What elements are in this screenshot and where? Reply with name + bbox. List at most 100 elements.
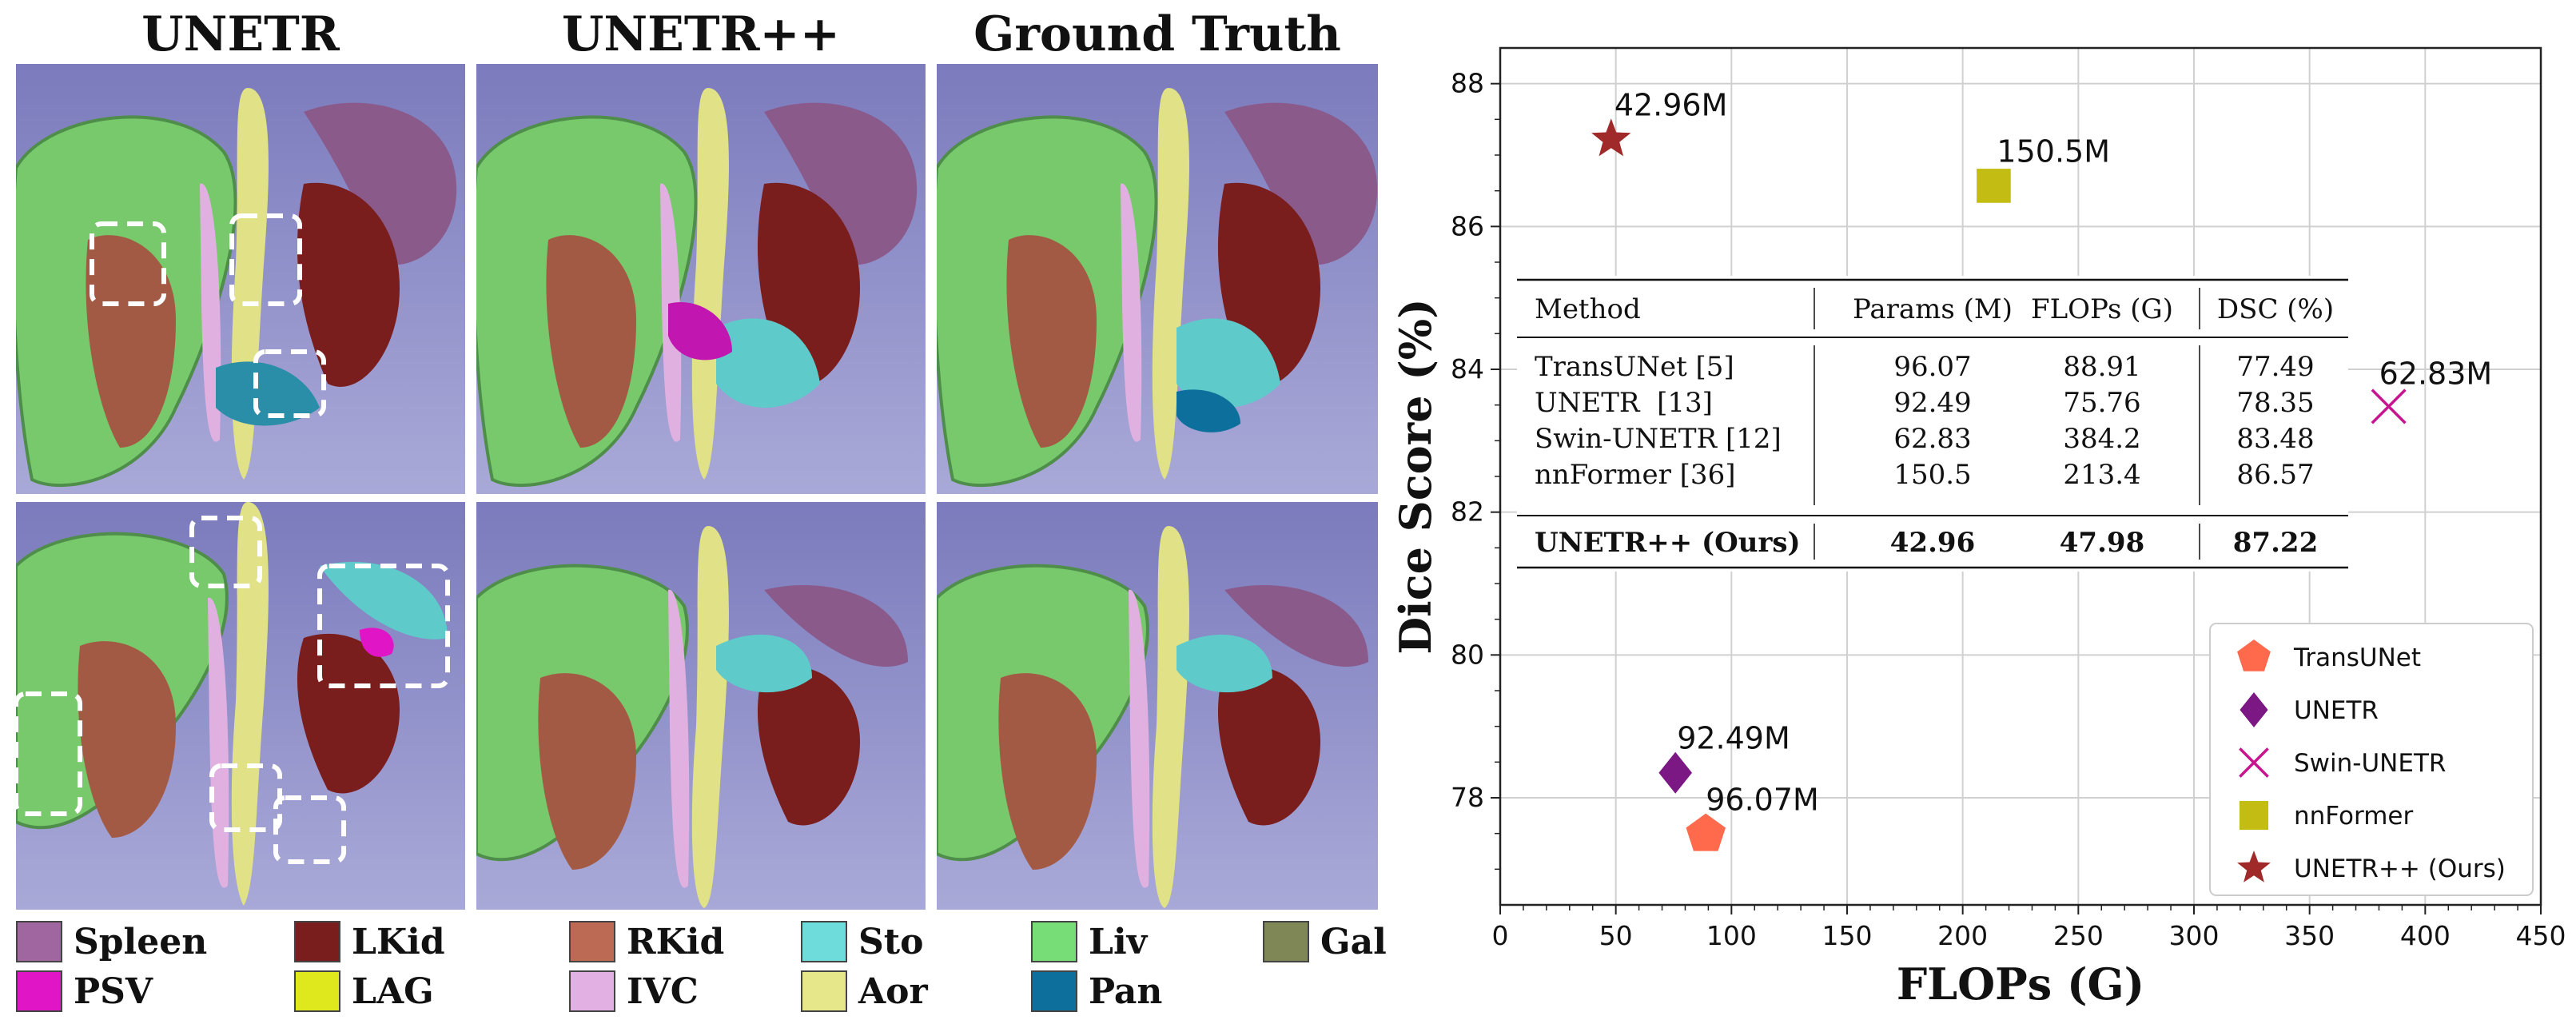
y-tick-label: 88: [1451, 68, 1484, 99]
legend-entry-label: TransUNet: [2293, 643, 2421, 672]
legend-entry-label: Swin-UNETR: [2294, 749, 2446, 778]
table-header-flops: FLOPs (G): [2031, 293, 2173, 325]
y-tick-label: 82: [1451, 496, 1484, 528]
table-cell: 384.2: [2063, 423, 2140, 455]
x-tick-label: 0: [1492, 920, 1509, 951]
organ-legend-aor: Aor: [801, 969, 928, 1014]
organ-swatch: [801, 921, 847, 962]
data-point-unetr: [1658, 751, 1692, 794]
table-background: [1517, 276, 2348, 572]
column-title-ground-truth: Ground Truth: [973, 6, 1341, 62]
x-tick-label: 50: [1599, 920, 1633, 951]
table-header-params: Params (M): [1853, 293, 2013, 325]
legend-marker-unetr: [2240, 692, 2268, 727]
organ-legend-lag: LAG: [294, 969, 434, 1014]
organ-legend-label: Pan: [1089, 970, 1163, 1012]
y-tick-label: 80: [1451, 639, 1484, 670]
table-cell: 150.5: [1893, 459, 1971, 491]
chart-legend: TransUNet UNETR Swin-UNETR nnFormer UNETR++ …: [2209, 623, 2534, 896]
table-cell: nnFormer [36]: [1535, 459, 1735, 491]
organ-render: [16, 502, 450, 906]
x-tick-label: 400: [2400, 920, 2451, 951]
x-tick-label: 450: [2516, 920, 2566, 951]
scatter-chart: 0 50 100 150 200 250 300 350 400 450788082848688 …: [1390, 46, 2566, 1010]
organ-legend-label: Gal: [1320, 921, 1387, 962]
panel-ground-truth-top: [937, 64, 1378, 494]
table-cell: 88.91: [2063, 351, 2140, 383]
data-point-swin-unetr: [2371, 388, 2407, 424]
point-params-label: 42.96M: [1614, 87, 1728, 122]
organ-legend-ivc: IVC: [569, 969, 699, 1014]
x-tick-label: 100: [1706, 920, 1757, 951]
panel-unetrpp-bottom: [476, 502, 926, 910]
x-tick-label: 150: [1822, 920, 1873, 951]
organ-legend-label: Liv: [1089, 921, 1148, 962]
table-cell: 213.4: [2063, 459, 2140, 491]
legend-marker-transunet: [2237, 640, 2271, 671]
table-cell: 78.35: [2236, 387, 2314, 419]
organ-swatch: [294, 921, 340, 962]
results-table: Method Params (M) FLOPs (G) DSC (%) Tran…: [1517, 276, 2348, 572]
point-params-label: 92.49M: [1677, 721, 1790, 756]
organ-legend-label: PSV: [74, 970, 153, 1012]
data-point-nnformer: [1977, 169, 2011, 203]
organ-legend-sto: Sto: [801, 919, 923, 964]
table-cell: UNETR [13]: [1535, 387, 1713, 419]
legend-entry-label: UNETR: [2294, 696, 2379, 725]
organ-swatch: [569, 921, 615, 962]
organ-swatch: [16, 921, 62, 962]
organ-swatch: [1263, 921, 1309, 962]
organ-render: [476, 526, 908, 908]
table-cell: Swin-UNETR [12]: [1535, 423, 1782, 455]
organ-legend-label: Aor: [858, 970, 928, 1012]
table-cell: 96.07: [1893, 351, 1971, 383]
y-axis-title: Dice Score (%): [1390, 298, 1441, 654]
point-params-label: 150.5M: [1997, 133, 2110, 169]
panel-unetr-top: [16, 64, 465, 494]
table-cell: TransUNet [5]: [1535, 351, 1734, 383]
table-cell: 75.76: [2063, 387, 2140, 419]
organ-legend-label: IVC: [627, 970, 699, 1012]
legend-entry-label: nnFormer: [2294, 802, 2413, 831]
table-cell: UNETR++ (Ours): [1535, 527, 1801, 559]
organ-render: [476, 88, 918, 488]
data-point-unetr-ours-: [1591, 118, 1631, 157]
table-cell: 87.22: [2233, 527, 2318, 559]
y-tick-label: 86: [1451, 210, 1484, 241]
organ-render: [937, 88, 1378, 488]
table-cell: 47.98: [2060, 527, 2144, 559]
organ-swatch: [569, 970, 615, 1012]
table-header-method: Method: [1535, 293, 1641, 325]
legend-box: [2209, 623, 2534, 896]
y-tick-label: 78: [1451, 782, 1484, 813]
table-cell: 77.49: [2236, 351, 2314, 383]
organ-legend-lkid: LKid: [294, 919, 445, 964]
table-cell: 83.48: [2236, 423, 2314, 455]
table-cell: 42.96: [1890, 527, 1975, 559]
legend-marker-unetr-ours-: [2237, 851, 2271, 883]
organ-legend-spleen: Spleen: [16, 919, 207, 964]
panel-ground-truth-bottom: [937, 502, 1378, 910]
legend-marker-nnformer: [2239, 800, 2269, 831]
organ-swatch: [801, 970, 847, 1012]
organ-legend-liv: Liv: [1031, 919, 1147, 964]
organ-legend-label: LKid: [352, 921, 445, 962]
panel-unetrpp-top: [476, 64, 926, 494]
x-tick-label: 250: [2053, 920, 2104, 951]
organ-legend-gal: Gal: [1263, 919, 1387, 964]
legend-entry-label: UNETR++ (Ours): [2294, 855, 2506, 883]
x-axis-title: FLOPs (G): [1897, 958, 2144, 1010]
point-params-label: 96.07M: [1706, 783, 1819, 818]
legend-marker-swin-unetr: [2239, 747, 2269, 778]
organ-legend-label: Spleen: [74, 921, 208, 962]
table-cell: 92.49: [1893, 387, 1971, 419]
column-title-unetr: UNETR: [141, 6, 340, 62]
panel-unetr-bottom: [16, 502, 465, 910]
organ-legend-pan: Pan: [1031, 969, 1162, 1014]
organ-render: [937, 526, 1368, 908]
organ-legend-label: RKid: [627, 921, 725, 962]
y-tick-label: 84: [1451, 353, 1484, 384]
organ-legend-label: Sto: [858, 921, 924, 962]
column-title-unetrpp: UNETR++: [562, 6, 840, 62]
x-tick-label: 350: [2284, 920, 2335, 951]
